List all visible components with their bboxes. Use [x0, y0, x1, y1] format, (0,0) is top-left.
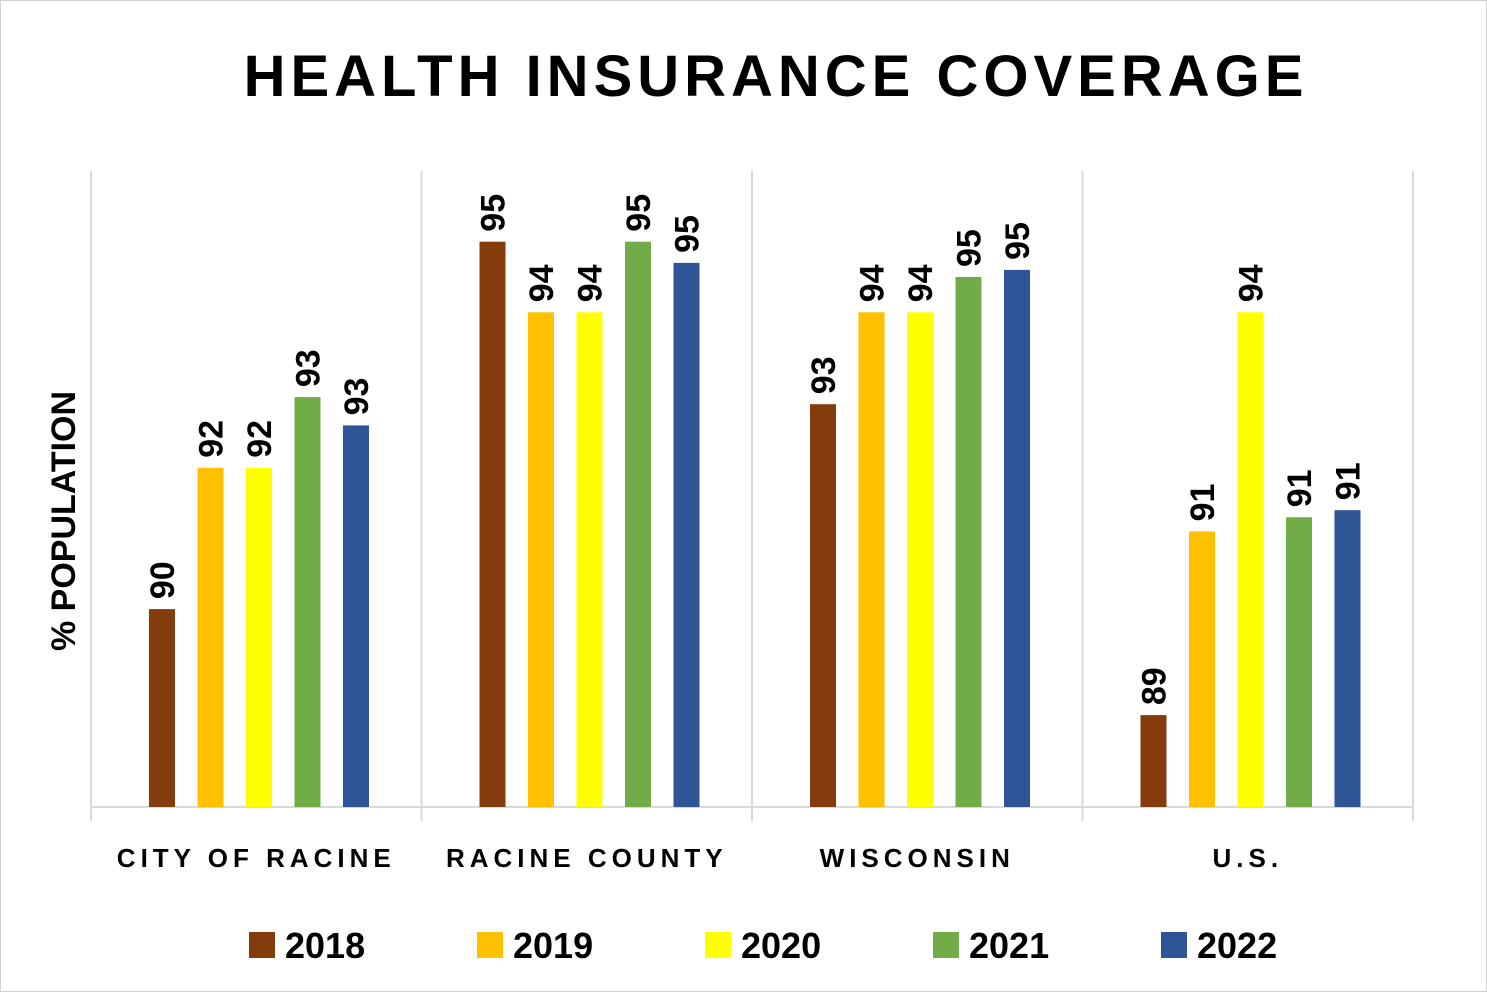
- bar-2020-3: [1237, 312, 1264, 807]
- category-dividers: [90, 171, 1414, 821]
- bar-2018-2: [810, 404, 836, 807]
- data-label-2018-1: 95: [475, 194, 513, 232]
- data-label-2021-2: 95: [951, 229, 989, 267]
- data-label-2020-1: 94: [572, 264, 610, 302]
- bar-2022-3: [1334, 510, 1361, 807]
- bar-2019-1: [528, 312, 554, 807]
- data-label-2020-2: 94: [902, 264, 940, 302]
- bar-2021-2: [955, 277, 982, 807]
- data-label-2020-3: 94: [1233, 264, 1271, 302]
- data-label-2019-2: 94: [854, 264, 892, 302]
- legend-label-2020: 2020: [741, 925, 821, 966]
- data-label-2021-0: 93: [290, 349, 328, 387]
- data-labels-group: 90 92 92 93 93 95 94 94 95 95 93 94 94 95 95 89 91 94 91 91: [144, 194, 1368, 705]
- bar-2020-0: [246, 467, 272, 807]
- bar-2022-1: [673, 262, 700, 807]
- bar-2019-0: [197, 467, 224, 807]
- chart-title: HEALTH INSURANCE COVERAGE: [244, 44, 1309, 109]
- data-label-2021-3: 91: [1281, 469, 1319, 507]
- data-label-2018-2: 93: [805, 356, 843, 394]
- legend-label-2021: 2021: [969, 925, 1049, 966]
- legend-swatch-2018: [249, 932, 275, 958]
- category-label: WISCONSIN: [820, 843, 1015, 873]
- bar-2019-2: [858, 312, 885, 807]
- bar-2022-0: [343, 425, 369, 807]
- data-label-2020-0: 92: [241, 420, 279, 458]
- bar-2018-1: [479, 241, 506, 807]
- legend-swatch-2022: [1161, 932, 1187, 958]
- bar-2019-3: [1189, 531, 1215, 807]
- category-labels-group: CITY OF RACINE RACINE COUNTY WISCONSIN U.S.: [117, 843, 1284, 873]
- legend: 2018 2019 2020 2021 2022: [249, 925, 1277, 966]
- y-axis-label: % POPULATION: [45, 391, 83, 651]
- data-label-2022-2: 95: [999, 222, 1037, 260]
- legend-swatch-2021: [933, 932, 959, 958]
- data-label-2019-1: 94: [523, 264, 561, 302]
- bar-2020-1: [576, 312, 603, 807]
- data-label-2021-1: 95: [620, 194, 658, 232]
- data-label-2019-3: 91: [1184, 484, 1222, 522]
- legend-label-2018: 2018: [285, 925, 365, 966]
- bar-2020-2: [907, 312, 933, 807]
- data-label-2019-0: 92: [193, 420, 231, 458]
- data-label-2018-0: 90: [144, 561, 182, 599]
- data-label-2022-0: 93: [338, 378, 376, 416]
- legend-label-2022: 2022: [1197, 925, 1277, 966]
- category-label: U.S.: [1213, 843, 1284, 873]
- bar-2021-0: [294, 397, 321, 807]
- bar-2021-3: [1286, 517, 1312, 807]
- bars-group: [149, 241, 1361, 807]
- bar-2018-3: [1140, 715, 1167, 807]
- bar-2021-1: [625, 241, 651, 807]
- data-label-2018-3: 89: [1136, 667, 1174, 705]
- legend-label-2019: 2019: [513, 925, 593, 966]
- legend-swatch-2020: [705, 932, 731, 958]
- category-label: RACINE COUNTY: [446, 843, 728, 873]
- data-label-2022-3: 91: [1330, 462, 1368, 500]
- bar-2022-2: [1004, 269, 1030, 807]
- data-label-2022-1: 95: [669, 215, 707, 253]
- bar-2018-0: [149, 609, 175, 807]
- category-label: CITY OF RACINE: [117, 843, 396, 873]
- legend-swatch-2019: [477, 932, 503, 958]
